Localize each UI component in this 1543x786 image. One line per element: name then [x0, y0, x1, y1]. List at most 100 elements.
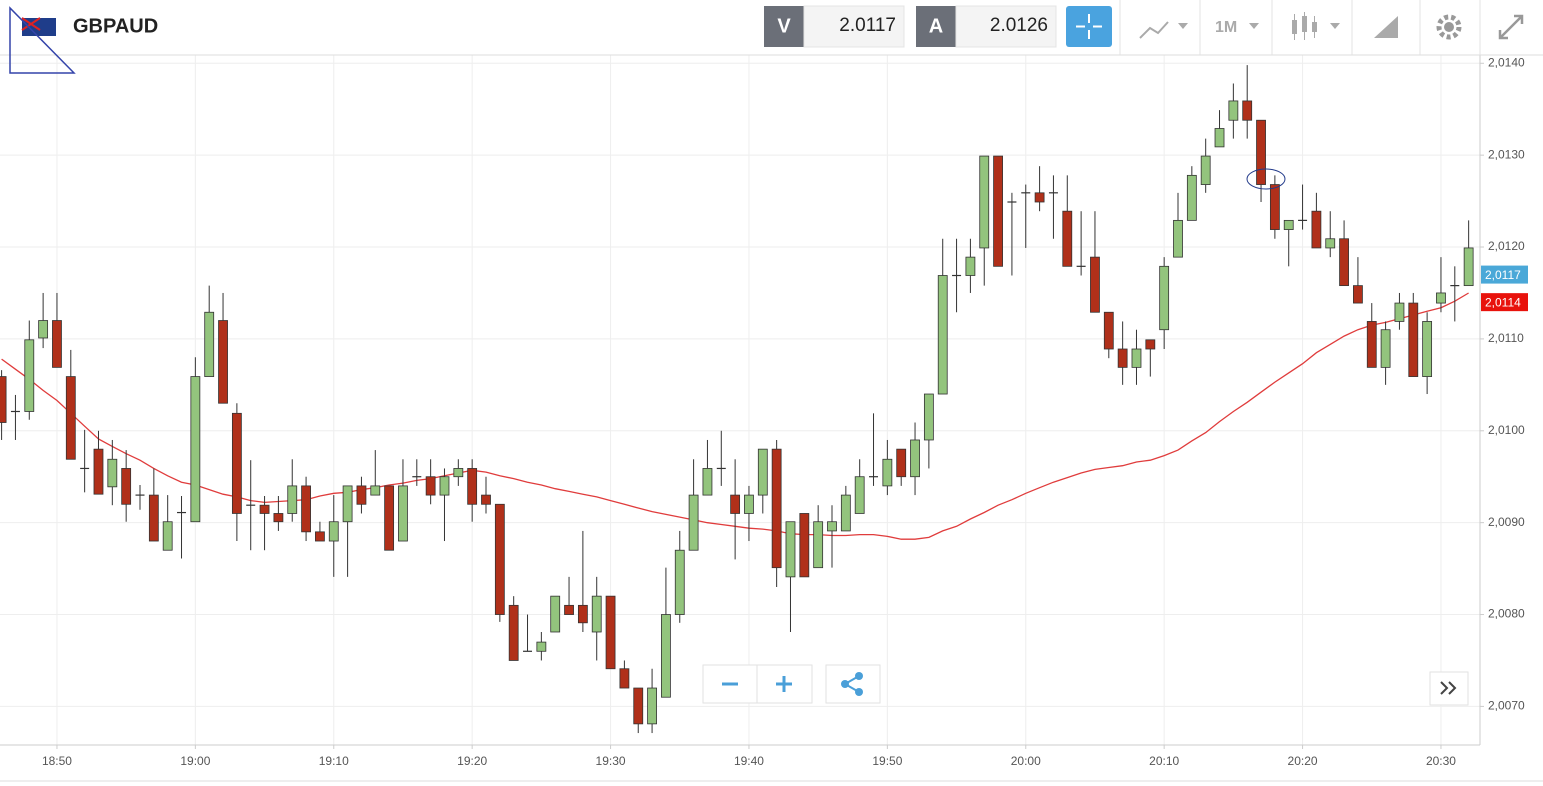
candle-body	[259, 504, 270, 514]
x-tick-label: 19:40	[734, 754, 764, 768]
candle-body	[494, 503, 505, 615]
candle-body	[121, 468, 132, 505]
drawn-triangle	[9, 6, 76, 74]
candle-body	[896, 448, 907, 478]
candle-type-icon[interactable]	[1292, 12, 1317, 40]
candle-body	[840, 494, 851, 532]
bid-price: 2.0117	[839, 15, 896, 36]
candle-body	[979, 155, 990, 249]
separators	[1119, 0, 1481, 55]
candle-body	[1269, 184, 1280, 230]
candle-body	[467, 468, 478, 505]
candle-body	[757, 448, 768, 496]
candle-body	[38, 320, 49, 339]
candle-body	[799, 513, 810, 578]
candle-body	[1242, 100, 1253, 121]
candle-body	[633, 687, 644, 725]
double-chevron	[1440, 681, 1457, 695]
candle-body	[564, 604, 574, 615]
candle-body	[550, 595, 561, 633]
candle-body	[107, 458, 118, 488]
candle-body	[536, 641, 547, 652]
price-tag	[1481, 293, 1528, 312]
dropdown-arrow	[1330, 23, 1340, 29]
x-tick-label: 20:30	[1426, 754, 1456, 768]
candle-body	[0, 376, 7, 423]
candle-body	[453, 468, 464, 478]
candle-body	[854, 476, 865, 514]
candle-body	[342, 485, 353, 523]
x-tick-label: 19:10	[319, 754, 349, 768]
x-tick-label: 19:50	[872, 754, 902, 768]
x-tick-label: 19:00	[180, 754, 210, 768]
crosshair-button[interactable]	[1066, 6, 1112, 47]
y-tick-label: 2,0070	[1488, 699, 1525, 713]
candle-body	[744, 494, 754, 514]
bid-button[interactable]	[764, 6, 804, 47]
candle-body	[1186, 174, 1197, 221]
candle-body	[1145, 339, 1156, 350]
candle-body	[1325, 238, 1336, 249]
symbol: GBPAUD	[73, 15, 158, 37]
candle-body	[674, 549, 685, 615]
candle-body	[52, 320, 62, 368]
candle-body	[619, 668, 630, 689]
flag-cross	[21, 17, 41, 31]
candle-body	[882, 458, 893, 487]
expand-icon[interactable]	[1498, 14, 1524, 40]
candle-body	[661, 614, 671, 698]
candle-body	[1173, 219, 1183, 258]
candle-body	[148, 494, 159, 542]
candle-body	[65, 376, 76, 460]
drawn-ellipse	[1246, 168, 1286, 190]
ask-button[interactable]	[916, 6, 956, 47]
candle-body	[204, 311, 215, 377]
candle-body	[1200, 155, 1211, 185]
candle-body	[688, 494, 699, 551]
candle-body	[591, 595, 602, 633]
candle-body	[1422, 321, 1433, 377]
candle-body	[1463, 247, 1474, 287]
timeframe[interactable]: 1M	[1215, 19, 1237, 36]
crosshair-icon	[1076, 14, 1102, 39]
chart-type-icon[interactable]	[1139, 21, 1169, 39]
candle-body	[370, 485, 381, 496]
x-tick-label: 20:20	[1288, 754, 1318, 768]
drawing-icon[interactable]	[1374, 16, 1398, 38]
candle-body	[273, 513, 284, 523]
y-tick-label: 2,0100	[1488, 423, 1525, 437]
candle-body	[1159, 265, 1170, 331]
price-tag-label: 2,0117	[1485, 268, 1521, 282]
candle-body	[231, 412, 242, 514]
candle-body	[384, 485, 395, 551]
candle-body	[1436, 292, 1446, 304]
candle-body	[1090, 256, 1100, 313]
candle-body	[425, 476, 436, 496]
candle-body	[1380, 329, 1391, 368]
plus-icon	[776, 676, 792, 692]
candle-body	[923, 393, 934, 441]
candle-body	[1228, 100, 1239, 121]
share-button[interactable]	[825, 664, 881, 704]
candle-body	[315, 531, 325, 542]
grid	[0, 55, 1480, 745]
candle-body	[1103, 311, 1114, 350]
scroll-right-button[interactable]	[1429, 671, 1469, 706]
candle-body	[1366, 321, 1377, 368]
candle-body	[813, 521, 824, 569]
candle-body	[287, 485, 298, 514]
candle-body	[771, 448, 782, 569]
price-tag	[1481, 265, 1528, 284]
settings-icon-core	[1444, 22, 1454, 32]
candle-body	[577, 604, 588, 624]
candle-body	[1283, 219, 1294, 230]
candle-body	[993, 155, 1003, 267]
candle-body	[1117, 348, 1128, 368]
candle-body	[730, 494, 741, 514]
candle-body	[328, 521, 339, 542]
settings-icon[interactable]	[1436, 14, 1462, 40]
candle-body	[162, 521, 173, 551]
candle-body	[301, 485, 311, 533]
y-tick-label: 2,0140	[1488, 55, 1525, 69]
